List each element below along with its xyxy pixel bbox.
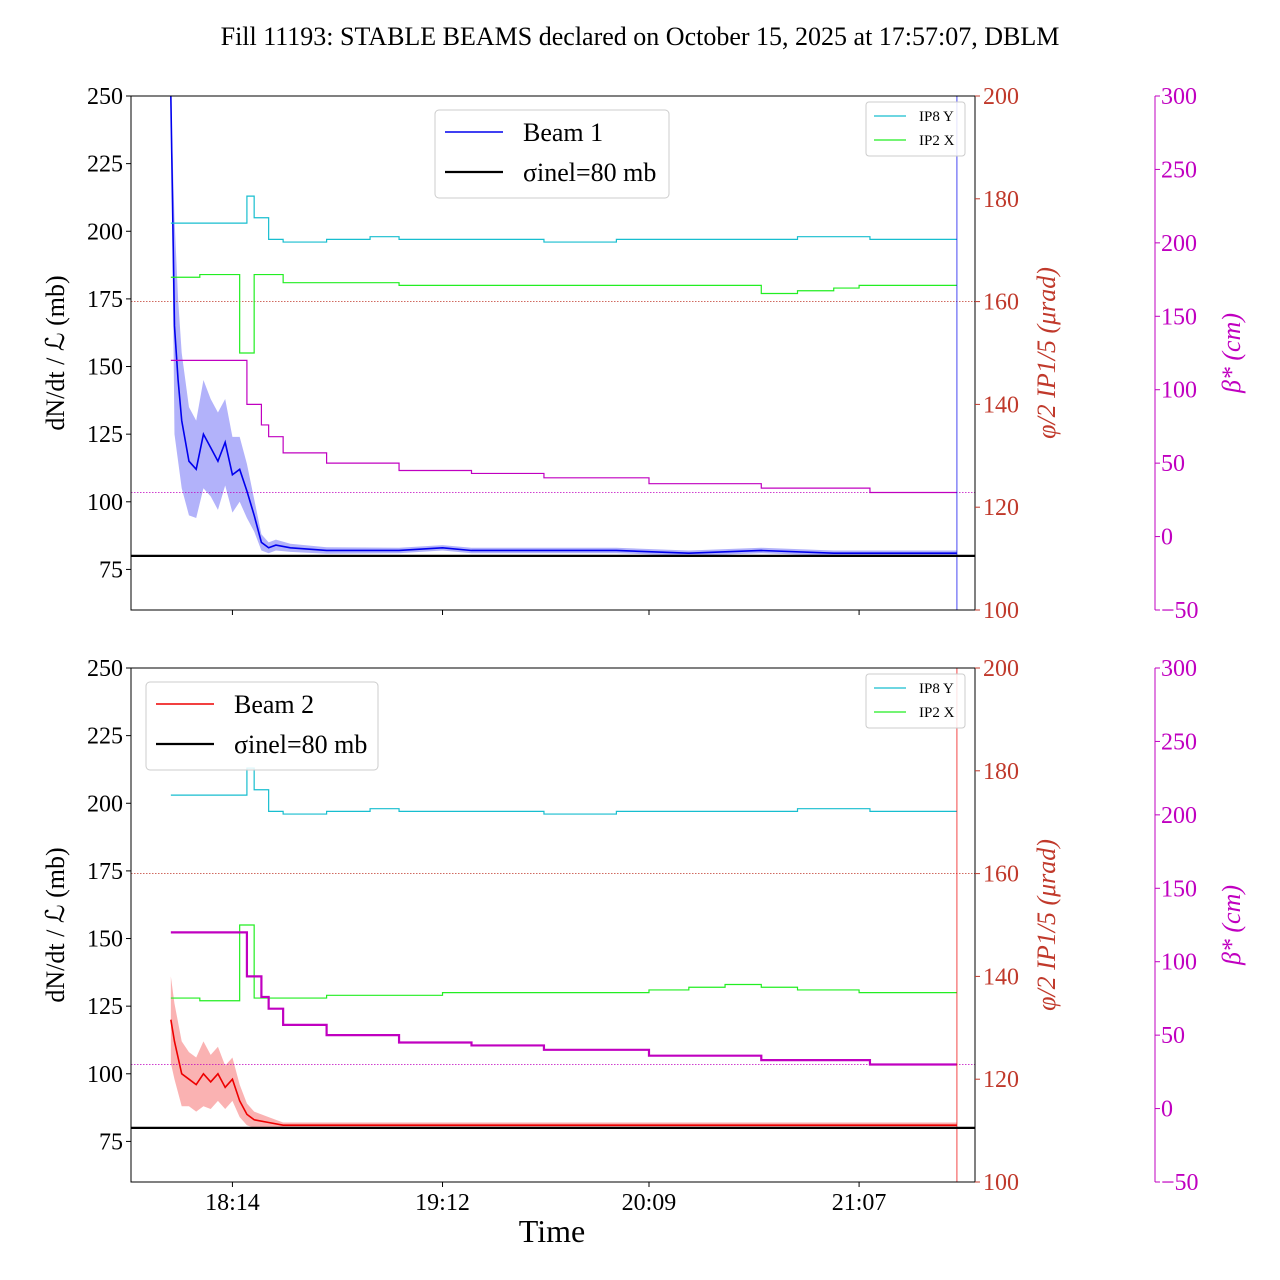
plot-frame [130, 95, 976, 611]
legend-small-label: IP2 X [919, 133, 955, 149]
y-tick-label-left: 100 [87, 1062, 123, 1088]
y-tick-label-left: 75 [99, 1129, 123, 1155]
y-tick-label-right1: 180 [983, 187, 1019, 213]
y-tick-label-right1: 100 [983, 598, 1019, 624]
y-tick-label-right1: 200 [983, 84, 1019, 110]
y-tick-label-right1: 180 [983, 759, 1019, 785]
y-axis-label-right1: φ/2 IP1/5 (μrad) [1032, 839, 1061, 1011]
y-tick-label-left: 225 [87, 152, 123, 178]
beam-band [170, 976, 957, 1128]
y-tick-label-right2: 150 [1161, 304, 1197, 330]
y-tick-label-left: 125 [87, 422, 123, 448]
beta-line [170, 931, 957, 1066]
y-tick-label-right1: 160 [983, 862, 1019, 888]
y-tick-label-right1: 140 [983, 392, 1019, 418]
y-axis-label-left: dN/dt / ℒ (mb) [41, 275, 70, 430]
y-tick-label-left: 125 [87, 994, 123, 1020]
ip8y-line [170, 195, 957, 243]
y-tick-label-right2: 0 [1161, 1097, 1173, 1123]
ip2x-line [170, 924, 957, 1002]
y-tick-label-right1: 200 [983, 656, 1019, 682]
legend-main: Beam 2 σinel=80 mb [145, 681, 379, 771]
x-tick-label: 18:14 [205, 1190, 260, 1216]
plot-area [131, 668, 975, 1182]
y-axis-label-right1: φ/2 IP1/5 (μrad) [1032, 267, 1061, 439]
y-tick-label-right2: −50 [1161, 598, 1199, 624]
y-tick-label-right1: 120 [983, 1067, 1019, 1093]
ip2x-line [170, 273, 957, 354]
legend-main: Beam 1 σinel=80 mb [434, 109, 670, 199]
figure-title: Fill 11193: STABLE BEAMS declared on Oct… [221, 22, 1060, 51]
y-tick-label-left: 75 [99, 557, 123, 583]
y-tick-label-right1: 100 [983, 1170, 1019, 1196]
y-tick-label-right2: 200 [1161, 231, 1197, 257]
legend-main-label: σinel=80 mb [523, 158, 656, 187]
legend-small-label: IP2 X [919, 705, 955, 721]
x-tick-label: 21:07 [832, 1190, 887, 1216]
legend-small-label: IP8 Y [919, 109, 954, 125]
y-tick-label-left: 150 [87, 355, 123, 381]
legend-main-label: Beam 1 [523, 118, 603, 147]
y-tick-label-left: 250 [87, 84, 123, 110]
y-tick-label-right2: 50 [1161, 451, 1185, 477]
legend-small-label: IP8 Y [919, 681, 954, 697]
y-tick-label-right2: 250 [1161, 157, 1197, 183]
y-tick-label-left: 150 [87, 927, 123, 953]
y-tick-label-left: 100 [87, 490, 123, 516]
y-axis-label-right2: β* (cm) [1217, 313, 1246, 394]
plot-frame [130, 667, 976, 1183]
y-tick-label-left: 175 [87, 287, 123, 313]
y-tick-label-right2: 100 [1161, 950, 1197, 976]
x-axis-label: Time [519, 1213, 585, 1249]
y-tick-label-left: 175 [87, 859, 123, 885]
y-tick-label-right2: 200 [1161, 803, 1197, 829]
y-tick-label-right2: 150 [1161, 876, 1197, 902]
beam-line [170, 1019, 957, 1126]
y-tick-label-left: 200 [87, 791, 123, 817]
beam-band [170, 96, 957, 556]
ip8y-line [170, 767, 957, 815]
legend-main-label: σinel=80 mb [234, 730, 367, 759]
plot-area [131, 96, 975, 610]
y-tick-label-right1: 160 [983, 290, 1019, 316]
y-axis-label-right2: β* (cm) [1217, 885, 1246, 966]
y-tick-label-right2: −50 [1161, 1170, 1199, 1196]
y-tick-label-right1: 120 [983, 495, 1019, 521]
y-tick-label-right2: 250 [1161, 729, 1197, 755]
beta-line [170, 359, 957, 494]
y-tick-label-right2: 50 [1161, 1023, 1185, 1049]
legend-small: IP8 Y IP2 X [865, 673, 966, 729]
y-tick-label-right2: 300 [1161, 656, 1197, 682]
y-tick-label-left: 250 [87, 656, 123, 682]
legend-small: IP8 Y IP2 X [865, 101, 966, 157]
y-tick-label-left: 200 [87, 219, 123, 245]
y-tick-label-left: 225 [87, 724, 123, 750]
y-tick-label-right2: 300 [1161, 84, 1197, 110]
legend-main-label: Beam 2 [234, 690, 314, 719]
y-tick-label-right2: 100 [1161, 378, 1197, 404]
y-tick-label-right1: 140 [983, 964, 1019, 990]
y-tick-label-right2: 0 [1161, 525, 1173, 551]
x-tick-label: 20:09 [622, 1190, 677, 1216]
y-axis-label-left: dN/dt / ℒ (mb) [41, 847, 70, 1002]
x-tick-label: 19:12 [415, 1190, 470, 1216]
panel-top: 75 100 125 150 175 200 225 250 100 120 140 160 180 20… [41, 84, 1246, 624]
panel-bottom: 75 100 125 150 175 200 225 250 100 120 140 160 180 20… [41, 656, 1246, 1216]
